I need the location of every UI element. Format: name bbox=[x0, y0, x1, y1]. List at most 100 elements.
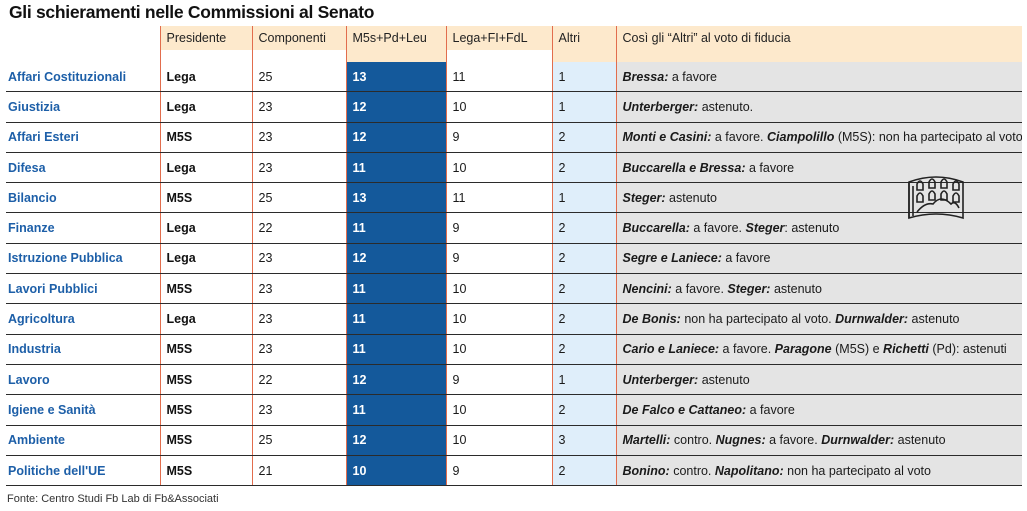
commissions-table: Presidente Componenti M5s+Pd+Leu Lega+FI… bbox=[6, 26, 1022, 487]
header-blank bbox=[6, 26, 160, 50]
maggioranza-cell: 12 bbox=[345, 243, 446, 275]
commission-name: Ambiente bbox=[6, 425, 160, 456]
vote-note-segment: Segre e Laniece: bbox=[622, 251, 722, 266]
vote-note-segment: Steger: bbox=[622, 190, 666, 205]
table-row: Difesa Lega 23 11 10 2 Buccarella e Bressa: a … bbox=[6, 152, 1022, 184]
maggioranza-cell: 11 bbox=[345, 303, 446, 335]
componenti-cell: 25 bbox=[251, 182, 346, 214]
vote-note-segment: Unterberger: bbox=[622, 99, 699, 114]
maggioranza-cell: 13 bbox=[345, 182, 446, 214]
table-row: Industria M5S 23 11 10 2 Cario e Laniece: a fa… bbox=[6, 334, 1022, 365]
vote-note-segment: astenuto bbox=[698, 372, 750, 387]
presidente-cell: M5S bbox=[159, 425, 252, 456]
vote-note-segment: Ciampolillo bbox=[767, 130, 835, 145]
page-title: Gli schieramenti nelle Commissioni al Se… bbox=[9, 2, 375, 22]
opposizione-cell: 9 bbox=[445, 212, 552, 244]
opposizione-cell: 10 bbox=[445, 425, 552, 456]
vote-note-segment: (M5S): non ha partecipato al voto bbox=[834, 130, 1022, 145]
presidente-cell: Lega bbox=[159, 152, 252, 184]
commission-name: Igiene e Sanità bbox=[6, 394, 160, 426]
header-note: Così gli “Altri” al voto di fiducia bbox=[615, 26, 1022, 50]
commission-name: Politiche dell'UE bbox=[6, 455, 160, 487]
header-presidente: Presidente bbox=[159, 26, 252, 50]
presidente-cell: Lega bbox=[159, 243, 252, 275]
vote-note-segment: Paragone bbox=[774, 342, 832, 357]
vote-note-segment: a favore bbox=[745, 160, 795, 175]
commission-name: Agricoltura bbox=[6, 303, 160, 335]
vote-note-segment: Durnwalder: bbox=[821, 433, 895, 448]
presidente-cell: Lega bbox=[159, 303, 252, 335]
table-row: Lavoro M5S 22 12 9 1 Unterberger: astenuto bbox=[6, 364, 1022, 396]
componenti-cell: 22 bbox=[251, 364, 346, 396]
altri-cell: 2 bbox=[551, 334, 616, 365]
componenti-cell: 23 bbox=[251, 334, 346, 365]
vote-note-segment: Monti e Casini: bbox=[622, 130, 712, 145]
componenti-cell: 22 bbox=[251, 212, 346, 244]
commission-name: Lavoro bbox=[6, 364, 160, 396]
componenti-cell: 21 bbox=[251, 455, 346, 487]
altri-cell: 1 bbox=[551, 91, 616, 123]
source-note: Fonte: Centro Studi Fb Lab di Fb&Associa… bbox=[7, 493, 219, 505]
vote-note-segment: Nugnes: bbox=[715, 433, 766, 448]
opposizione-cell: 10 bbox=[445, 273, 552, 305]
presidente-cell: M5S bbox=[159, 455, 252, 487]
opposizione-cell: 10 bbox=[445, 91, 552, 123]
table-row: Giustizia Lega 23 12 10 1 Unterberger: astenut… bbox=[6, 91, 1022, 123]
vote-note-segment: a favore bbox=[668, 69, 718, 84]
commission-name: Giustizia bbox=[6, 91, 160, 123]
opposizione-cell: 9 bbox=[445, 364, 552, 396]
vote-note-segment: Bonino: bbox=[622, 463, 670, 478]
maggioranza-cell: 10 bbox=[345, 455, 446, 487]
componenti-cell: 23 bbox=[251, 91, 346, 123]
componenti-cell: 23 bbox=[251, 303, 346, 335]
vote-note-segment: a favore bbox=[721, 251, 771, 266]
vote-note-segment: astenuto bbox=[770, 281, 822, 296]
commission-name: Industria bbox=[6, 334, 160, 365]
vote-note-cell: Buccarella e Bressa: a favore bbox=[615, 152, 1022, 184]
vote-note-segment: Buccarella e Bressa: bbox=[622, 160, 746, 175]
table-row: Politiche dell'UE M5S 21 10 9 2 Bonino: contro… bbox=[6, 455, 1022, 487]
opposizione-cell: 10 bbox=[445, 394, 552, 426]
vote-note-segment: Martelli: bbox=[622, 433, 671, 448]
vote-note-cell: Unterberger: astenuto bbox=[615, 364, 1022, 396]
vote-note-segment: astenuto. bbox=[698, 99, 754, 114]
vote-note-segment: Buccarella: bbox=[622, 221, 690, 236]
altri-cell: 2 bbox=[551, 122, 616, 153]
altri-cell: 2 bbox=[551, 273, 616, 305]
altri-cell: 3 bbox=[551, 425, 616, 456]
altri-cell: 2 bbox=[551, 303, 616, 335]
maggioranza-cell: 11 bbox=[345, 334, 446, 365]
commission-name: Affari Costituzionali bbox=[6, 62, 160, 93]
table-row: Istruzione Pubblica Lega 23 12 9 2 Segre e Lan… bbox=[6, 243, 1022, 275]
vote-note-segment: a favore. bbox=[689, 221, 746, 236]
senate-building-icon bbox=[905, 170, 967, 226]
vote-note-cell: Cario e Laniece: a favore. Paragone (M5S… bbox=[615, 334, 1022, 365]
maggioranza-cell: 11 bbox=[345, 152, 446, 184]
altri-cell: 2 bbox=[551, 243, 616, 275]
table-row: Affari Esteri M5S 23 12 9 2 Monti e Casini: a … bbox=[6, 122, 1022, 153]
presidente-cell: M5S bbox=[159, 334, 252, 365]
componenti-cell: 25 bbox=[251, 425, 346, 456]
vote-note-segment: : astenuto bbox=[784, 221, 840, 236]
vote-note-segment: Unterberger: bbox=[622, 372, 699, 387]
vote-note-segment: Steger bbox=[745, 221, 785, 236]
vote-note-segment: Durnwalder: bbox=[835, 312, 909, 327]
presidente-cell: M5S bbox=[159, 182, 252, 214]
componenti-cell: 25 bbox=[251, 62, 346, 93]
vote-note-cell: De Bonis: non ha partecipato al voto. Du… bbox=[615, 303, 1022, 335]
componenti-cell: 23 bbox=[251, 122, 346, 153]
vote-note-segment: non ha partecipato al voto. bbox=[680, 312, 836, 327]
vote-note-segment: contro. bbox=[670, 433, 716, 448]
altri-cell: 1 bbox=[551, 182, 616, 214]
header-opposizione: Lega+FI+FdL bbox=[445, 26, 552, 50]
opposizione-cell: 10 bbox=[445, 334, 552, 365]
vote-note-cell: Segre e Laniece: a favore bbox=[615, 243, 1022, 275]
altri-cell: 2 bbox=[551, 212, 616, 244]
maggioranza-cell: 11 bbox=[345, 394, 446, 426]
presidente-cell: Lega bbox=[159, 212, 252, 244]
opposizione-cell: 9 bbox=[445, 455, 552, 487]
vote-note-cell: Steger: astenuto bbox=[615, 182, 1022, 214]
header-altri: Altri bbox=[551, 26, 616, 50]
opposizione-cell: 10 bbox=[445, 152, 552, 184]
maggioranza-cell: 12 bbox=[345, 425, 446, 456]
